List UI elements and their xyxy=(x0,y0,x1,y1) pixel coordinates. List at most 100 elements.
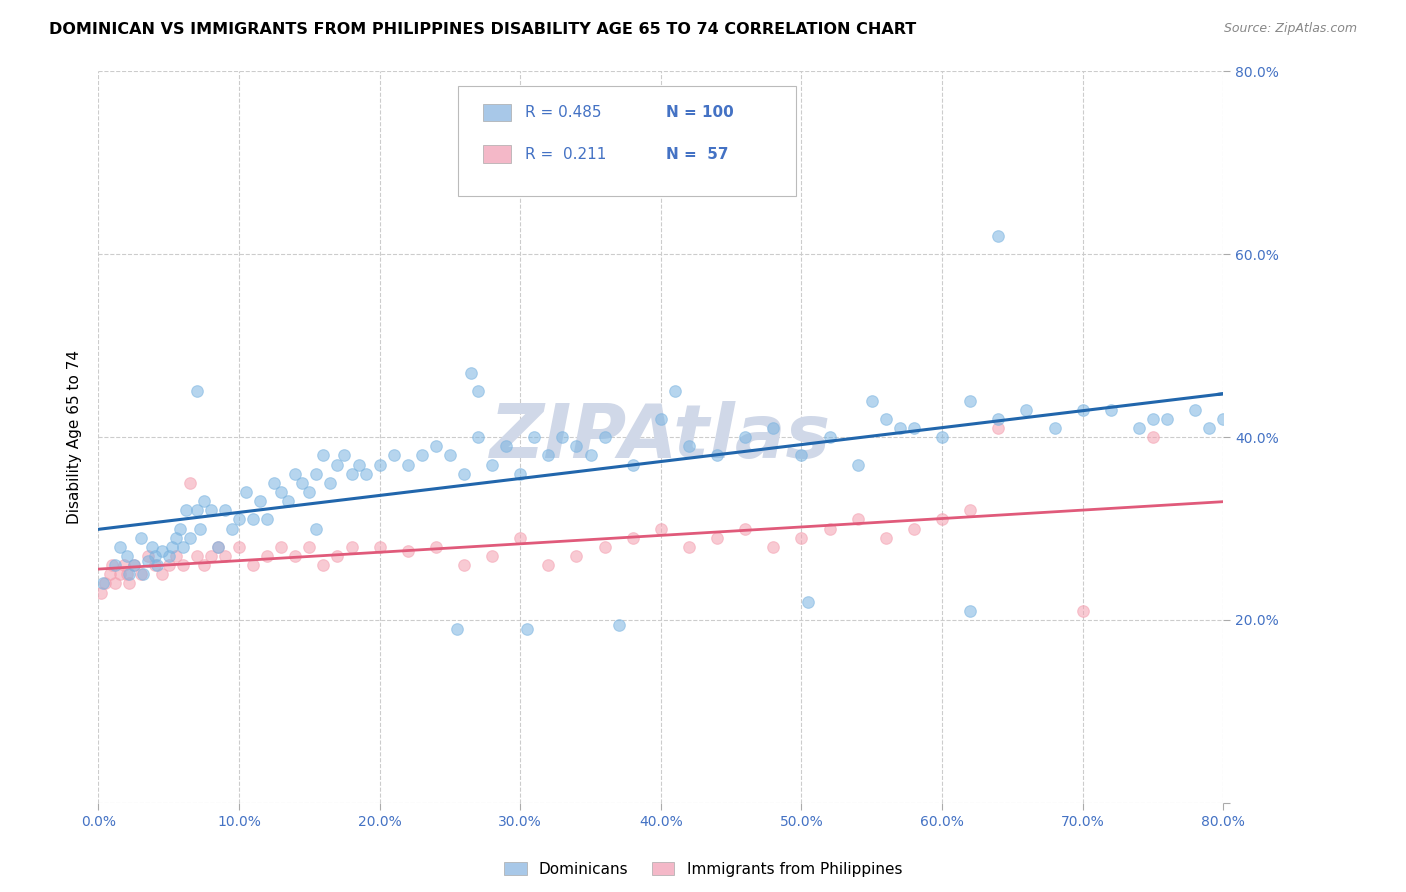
Point xyxy=(186,549,208,563)
Point xyxy=(509,531,531,545)
Point xyxy=(118,567,141,582)
Point xyxy=(987,421,1010,435)
Point xyxy=(678,540,700,554)
Point xyxy=(179,531,201,545)
Point xyxy=(439,448,461,462)
Point xyxy=(846,458,869,472)
Point xyxy=(1198,421,1220,435)
Point xyxy=(249,494,271,508)
Point xyxy=(396,544,419,558)
Point xyxy=(903,521,925,535)
Point xyxy=(678,439,700,453)
Point xyxy=(207,540,229,554)
Point xyxy=(256,512,278,526)
Point xyxy=(174,503,197,517)
Point xyxy=(903,421,925,435)
Point xyxy=(94,576,117,591)
Point xyxy=(1043,421,1066,435)
Legend: Dominicans, Immigrants from Philippines: Dominicans, Immigrants from Philippines xyxy=(496,854,910,884)
Point xyxy=(122,558,145,573)
Point xyxy=(411,448,433,462)
Point xyxy=(157,549,180,563)
Point xyxy=(256,549,278,563)
Point xyxy=(1156,412,1178,426)
Bar xyxy=(484,103,512,121)
Point xyxy=(108,567,131,582)
Point xyxy=(333,448,356,462)
Point xyxy=(136,549,159,563)
Point xyxy=(98,567,121,582)
Point xyxy=(221,521,243,535)
Point xyxy=(172,558,194,573)
Y-axis label: Disability Age 65 to 74: Disability Age 65 to 74 xyxy=(67,350,83,524)
Point xyxy=(565,549,588,563)
Point xyxy=(797,594,820,608)
Point xyxy=(284,467,307,481)
Point xyxy=(150,567,173,582)
Point xyxy=(129,531,152,545)
Point xyxy=(277,494,299,508)
Point xyxy=(537,448,560,462)
Point xyxy=(122,558,145,573)
FancyBboxPatch shape xyxy=(458,86,796,195)
Point xyxy=(169,521,191,535)
Point xyxy=(425,439,447,453)
Point xyxy=(818,430,841,444)
Point xyxy=(523,430,546,444)
Point xyxy=(141,540,163,554)
Point xyxy=(263,475,285,490)
Point xyxy=(326,458,349,472)
Point xyxy=(453,467,475,481)
Point xyxy=(460,366,482,380)
Point xyxy=(579,448,602,462)
Point xyxy=(396,458,419,472)
Text: Source: ZipAtlas.com: Source: ZipAtlas.com xyxy=(1223,22,1357,36)
Point xyxy=(188,521,211,535)
Point xyxy=(467,384,489,399)
Point xyxy=(214,503,236,517)
Point xyxy=(115,549,138,563)
Point xyxy=(762,421,785,435)
Point xyxy=(108,540,131,554)
Point xyxy=(146,558,169,573)
Point xyxy=(875,531,897,545)
Point xyxy=(551,430,574,444)
Point xyxy=(193,494,215,508)
Point xyxy=(312,558,335,573)
Point xyxy=(382,448,405,462)
Point xyxy=(593,430,616,444)
Point xyxy=(118,576,141,591)
Point xyxy=(298,540,321,554)
Point xyxy=(368,458,391,472)
Point xyxy=(104,576,127,591)
Point xyxy=(228,540,250,554)
Point xyxy=(959,393,981,408)
Point xyxy=(467,430,489,444)
Point xyxy=(132,567,155,582)
Point xyxy=(1099,402,1122,417)
Point xyxy=(270,540,292,554)
Point xyxy=(959,604,981,618)
Point xyxy=(157,558,180,573)
Point xyxy=(112,558,135,573)
Point xyxy=(425,540,447,554)
Point xyxy=(959,503,981,517)
Point xyxy=(453,558,475,573)
Point xyxy=(136,553,159,567)
Point xyxy=(481,458,503,472)
Point xyxy=(664,384,686,399)
Point xyxy=(1128,421,1150,435)
Point xyxy=(305,467,328,481)
Point xyxy=(621,458,644,472)
Point xyxy=(186,384,208,399)
Point xyxy=(790,448,813,462)
Text: ZIPAtlas: ZIPAtlas xyxy=(491,401,831,474)
Point xyxy=(340,467,363,481)
Point xyxy=(762,540,785,554)
Point xyxy=(129,567,152,582)
Point xyxy=(706,448,728,462)
Point xyxy=(235,485,257,500)
Point xyxy=(347,458,370,472)
Point xyxy=(1071,402,1094,417)
Point xyxy=(160,540,183,554)
